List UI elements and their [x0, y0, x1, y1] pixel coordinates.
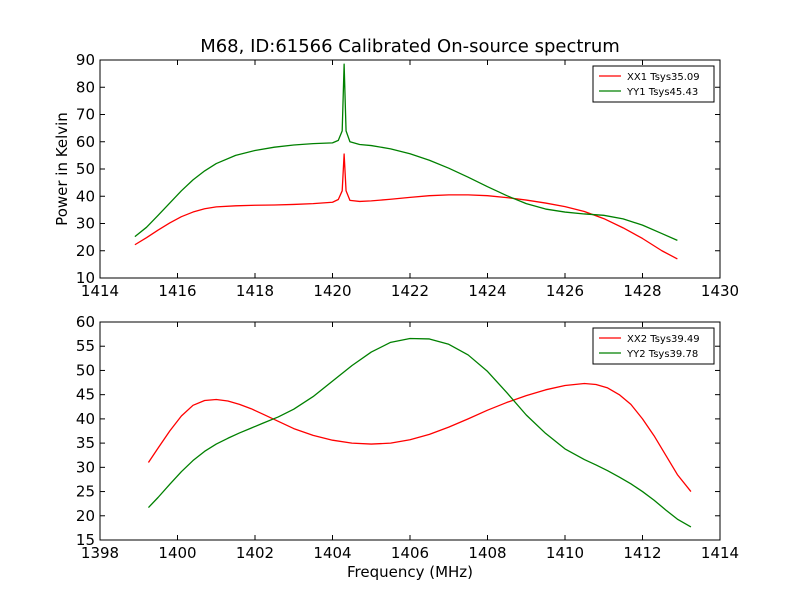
x-tick-label: 1414 [701, 544, 739, 562]
series-line-1-2 [134, 63, 678, 241]
y-axis-label: Power in Kelvin [53, 112, 71, 226]
y-tick-label: 20 [76, 242, 95, 260]
y-tick-label: 80 [76, 78, 95, 96]
y-tick-label: 45 [76, 386, 95, 404]
legend: XX1 Tsys35.09 YY1 Tsys45.43 [592, 65, 715, 103]
x-tick-label: 1410 [546, 544, 584, 562]
y-tick-label: 50 [76, 361, 95, 379]
x-tick-label: 1430 [701, 282, 739, 300]
bottom-panel: 1398 1400 1402 1404 1406 1408 1410 1412 1414 15 20… [76, 313, 739, 581]
legend-label: XX1 Tsys35.09 [627, 72, 700, 83]
legend-label: XX2 Tsys39.49 [627, 334, 700, 345]
y-tick-label: 15 [76, 531, 95, 549]
legend-label: YY2 Tsys39.78 [626, 349, 698, 360]
x-tick-label: 1398 [81, 544, 119, 562]
x-tick-label: 1422 [391, 282, 429, 300]
y-tick-label: 60 [76, 133, 95, 151]
legend-box [592, 327, 715, 365]
x-tick-label: 1416 [158, 282, 196, 300]
x-tick-label: 1406 [391, 544, 429, 562]
y-tick-label: 30 [76, 458, 95, 476]
series-line-2-2 [147, 337, 692, 528]
y-tick-label: 70 [76, 106, 95, 124]
legend-box [592, 65, 715, 103]
x-tick-label: 1402 [236, 544, 274, 562]
x-tick-label: 1428 [623, 282, 661, 300]
x-tick-label: 1404 [313, 544, 351, 562]
y-tick-label: 20 [76, 507, 95, 525]
y-tick-label: 55 [76, 337, 95, 355]
y-tick-label: 40 [76, 187, 95, 205]
legend-label: YY1 Tsys45.43 [626, 87, 698, 98]
figure-title: M68, ID:61566 Calibrated On-source spect… [200, 36, 620, 57]
y-tick-label: 60 [76, 313, 95, 331]
x-tick-label: 1424 [468, 282, 506, 300]
x-tick-label: 1414 [81, 282, 119, 300]
x-tick-label: 1420 [313, 282, 351, 300]
legend: XX2 Tsys39.49 YY2 Tsys39.78 [592, 327, 715, 365]
x-tick-label: 1418 [236, 282, 274, 300]
y-tick-label: 90 [76, 51, 95, 69]
x-tick-label: 1400 [158, 544, 196, 562]
y-tick-label: 40 [76, 410, 95, 428]
series-line-1-1 [134, 153, 678, 260]
y-tick-label: 10 [76, 269, 95, 287]
y-tick-label: 50 [76, 160, 95, 178]
y-tick-label: 30 [76, 215, 95, 233]
x-tick-label: 1412 [623, 544, 661, 562]
x-axis-label: Frequency (MHz) [347, 563, 473, 581]
x-tick-label: 1426 [546, 282, 584, 300]
top-panel: 1414 1416 1418 1420 1422 1424 1426 1428 1430 10 20… [53, 51, 739, 300]
y-tick-label: 25 [76, 483, 95, 501]
y-tick-label: 35 [76, 434, 95, 452]
x-tick-label: 1408 [468, 544, 506, 562]
series-line-2-1 [147, 382, 692, 492]
